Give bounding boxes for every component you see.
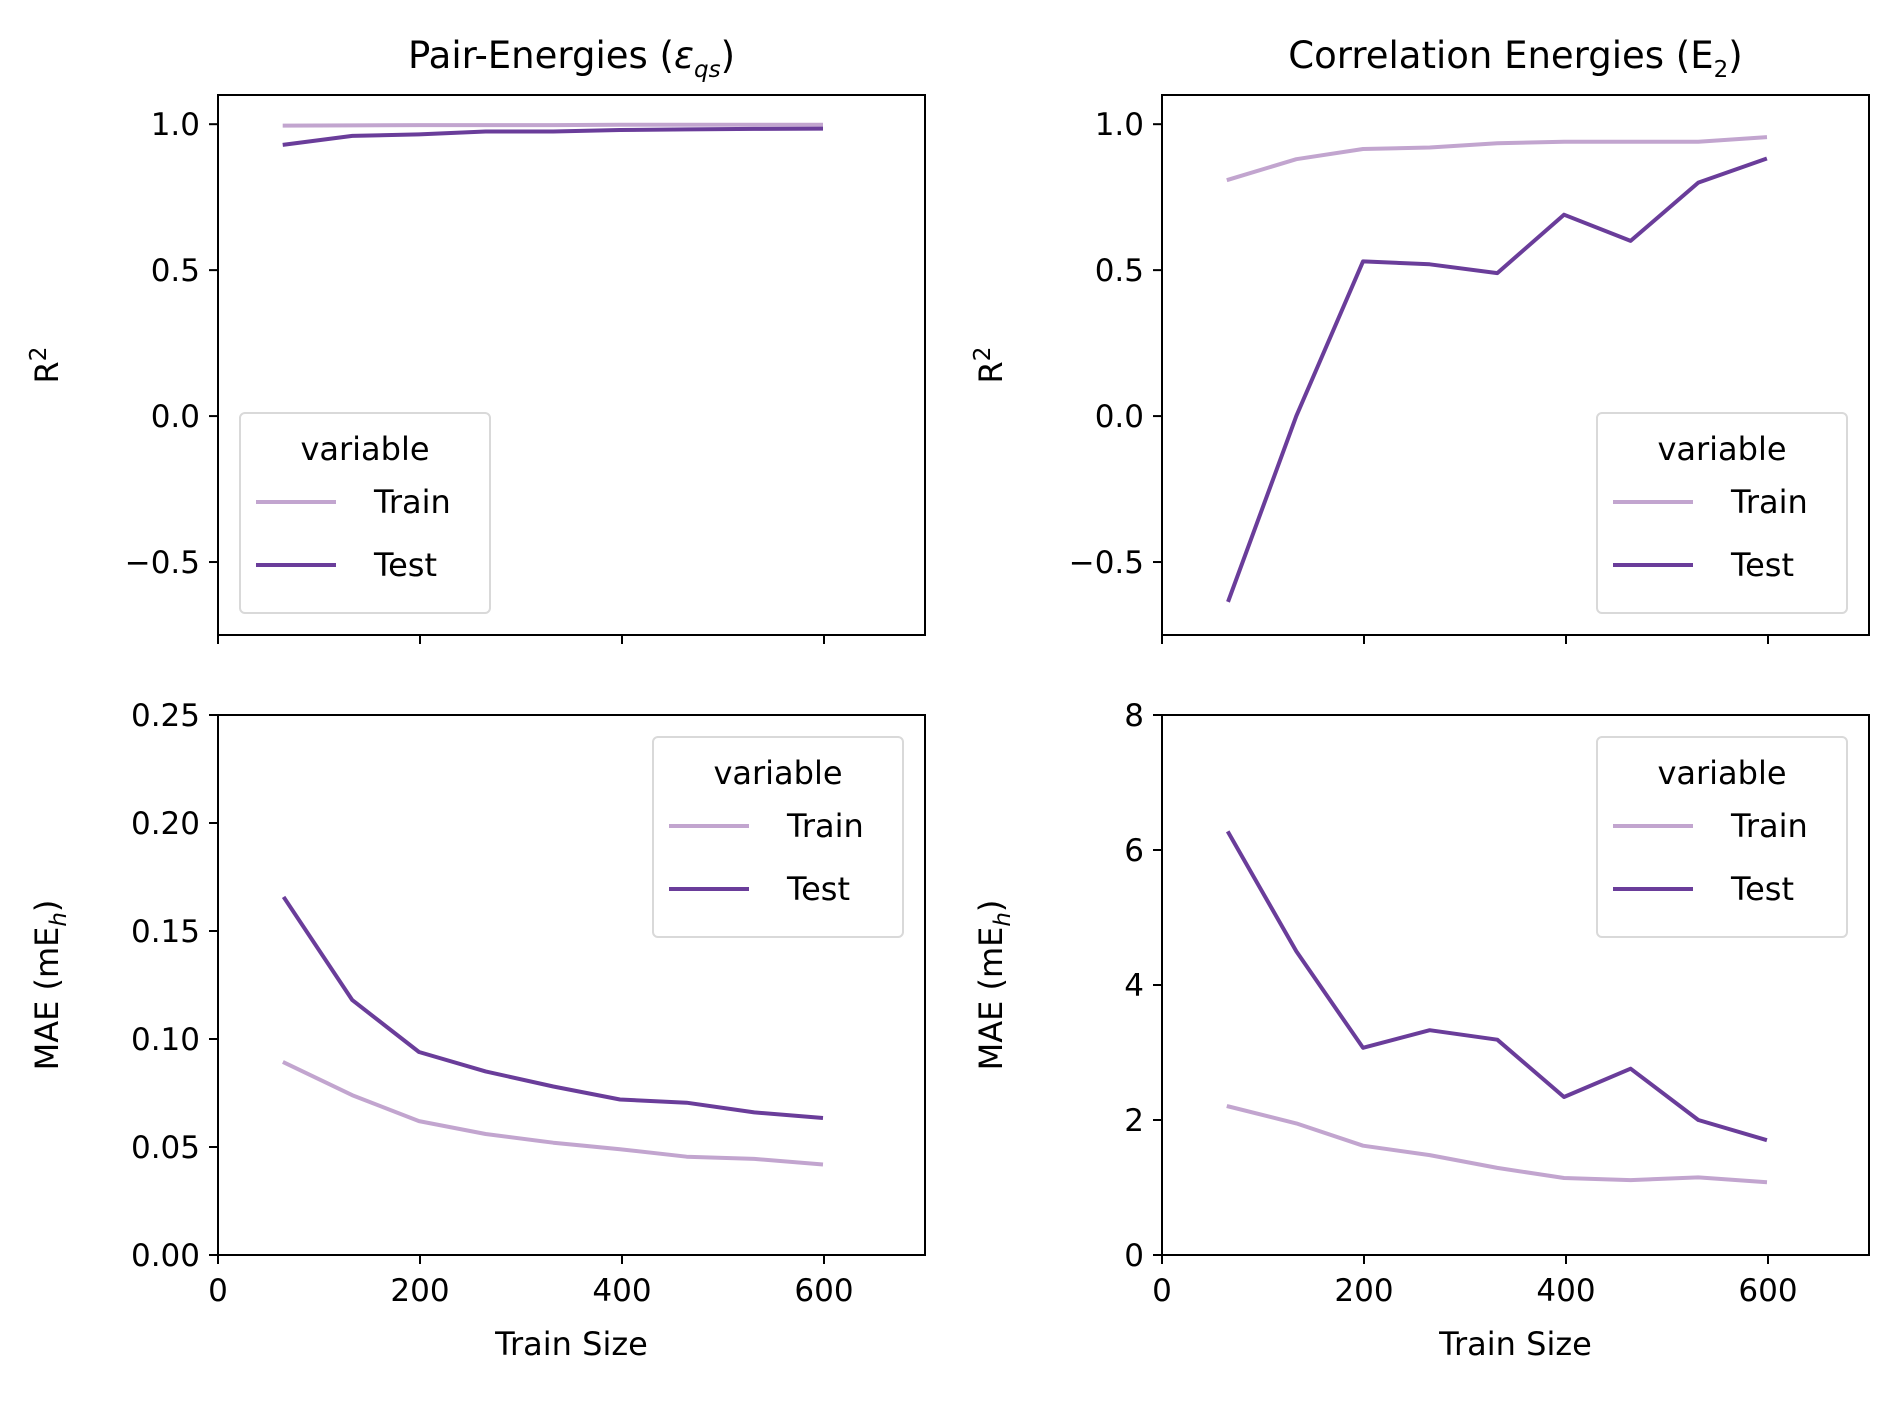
- series-line-test: [1225, 830, 1768, 1143]
- y-axis-label: MAE (mEh): [972, 900, 1016, 1071]
- legend-title: variable: [300, 430, 429, 468]
- legend-title: variable: [1657, 430, 1786, 468]
- y-tick-label: 0.5: [1095, 253, 1144, 289]
- y-tick-label: 6: [1124, 833, 1144, 869]
- legend-label-train: Train: [1730, 483, 1808, 521]
- y-tick-label: −0.5: [125, 545, 200, 581]
- y-tick-label: 0.10: [131, 1022, 200, 1058]
- y-tick-label: 0.20: [131, 806, 200, 842]
- series-line-test: [1226, 156, 1768, 603]
- legend-label-train: Train: [373, 483, 451, 521]
- y-tick-label: 0.25: [131, 698, 200, 734]
- legend: variable Train Test: [1596, 412, 1848, 614]
- x-tick-label: 400: [1536, 1273, 1595, 1309]
- y-tick-label: 0: [1124, 1238, 1144, 1274]
- chart-title: Pair-Energies (εqs): [408, 34, 735, 83]
- chart-title: Correlation Energies (E2): [1288, 34, 1742, 83]
- x-tick-label: 0: [1152, 1273, 1172, 1309]
- y-tick-label: 0.05: [131, 1130, 200, 1166]
- y-axis-label: MAE (mEh): [28, 900, 72, 1071]
- axes-frame: [217, 94, 926, 636]
- y-tick-label: 0.5: [151, 253, 200, 289]
- legend-label-test: Test: [373, 546, 437, 584]
- legend-label-test: Test: [1730, 870, 1794, 908]
- legend: variable Train Test: [1596, 736, 1848, 938]
- y-axis-label: R2: [970, 347, 1010, 384]
- series-line-test: [281, 895, 824, 1120]
- y-tick-label: 0.00: [131, 1238, 200, 1274]
- legend-title: variable: [713, 754, 842, 792]
- chart-panel-1: −0.5 0.0 0.5 1.0 Pair-Energies (εqs) R2 variab…: [26, 34, 926, 644]
- y-tick-label: 4: [1124, 968, 1144, 1004]
- y-tick-label: −0.5: [1069, 545, 1144, 581]
- series-line-train: [1226, 135, 1768, 183]
- chart-panel-4: 0 200 400 600 0 2 4 6 8 Train Size MAE (mEh) variab…: [972, 698, 1870, 1363]
- series-line-test: [282, 126, 824, 147]
- axes-frame: [1161, 94, 1870, 636]
- chart-panel-3: 0 200 400 600 0.00 0.05 0.10 0.15 0.20 0.25 Train …: [28, 698, 926, 1363]
- y-tick-label: 0.15: [131, 914, 200, 950]
- legend: variable Train Test: [652, 736, 904, 938]
- series-line-train: [282, 122, 823, 128]
- y-tick-label: 0.0: [151, 399, 200, 435]
- x-axis-label: Train Size: [1438, 1325, 1592, 1363]
- x-tick-label: 0: [208, 1273, 228, 1309]
- legend-label-test: Test: [1730, 546, 1794, 584]
- legend-label-train: Train: [1730, 807, 1808, 845]
- legend-label-test: Test: [786, 870, 850, 908]
- x-tick-label: 600: [794, 1273, 853, 1309]
- y-tick-label: 1.0: [1095, 107, 1144, 143]
- legend-label-train: Train: [786, 807, 864, 845]
- series-line-train: [1226, 1104, 1768, 1185]
- x-tick-label: 200: [390, 1273, 449, 1309]
- y-tick-label: 0.0: [1095, 399, 1144, 435]
- series-line-train: [282, 1060, 824, 1167]
- chart-panel-2: −0.5 0.0 0.5 1.0 Correlation Energies (E2) R2…: [970, 34, 1870, 644]
- x-tick-label: 200: [1334, 1273, 1393, 1309]
- x-tick-label: 400: [592, 1273, 651, 1309]
- legend-title: variable: [1657, 754, 1786, 792]
- y-tick-label: 2: [1124, 1103, 1144, 1139]
- y-tick-label: 1.0: [151, 107, 200, 143]
- x-axis-label: Train Size: [494, 1325, 648, 1363]
- y-tick-label: 8: [1124, 698, 1144, 734]
- legend: variable Train Test: [239, 412, 491, 614]
- x-tick-label: 600: [1738, 1273, 1797, 1309]
- y-axis-label: R2: [26, 347, 66, 384]
- axes-frame: [217, 714, 926, 1256]
